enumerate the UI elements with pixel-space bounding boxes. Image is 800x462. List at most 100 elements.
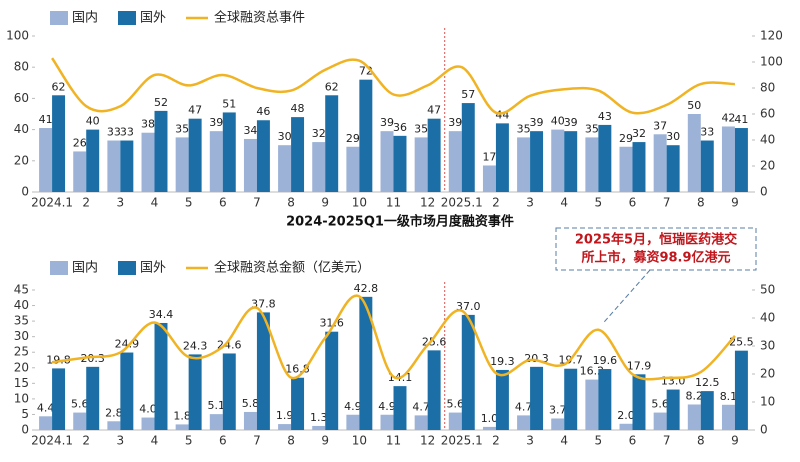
bar xyxy=(687,114,701,192)
value-label: 4.7 xyxy=(412,400,430,413)
value-label: 46 xyxy=(256,105,270,118)
value-label: 5.6 xyxy=(447,398,465,411)
y-tick-label: 45 xyxy=(14,283,29,297)
bar xyxy=(700,140,714,192)
y-tick-label: 30 xyxy=(14,329,29,343)
bar xyxy=(154,110,168,192)
x-tick-label: 2024.1 xyxy=(31,434,73,448)
value-label: 50 xyxy=(687,99,701,112)
value-label: 62 xyxy=(52,80,66,93)
legend-swatch xyxy=(118,261,136,275)
value-label: 35 xyxy=(414,122,428,135)
bar xyxy=(243,411,257,430)
bar xyxy=(325,95,339,192)
y2-tick-label: 0 xyxy=(760,185,768,199)
value-label: 35 xyxy=(175,122,189,135)
y-tick-label: 100 xyxy=(6,29,29,43)
legend-label: 国外 xyxy=(140,11,166,26)
x-tick-label: 9 xyxy=(731,434,739,448)
legend-label: 全球融资总事件 xyxy=(214,10,305,26)
value-label: 39 xyxy=(209,116,223,129)
bar xyxy=(653,412,667,430)
value-label: 35 xyxy=(585,122,599,135)
value-label: 4.0 xyxy=(139,403,157,416)
x-tick-label: 3 xyxy=(526,196,534,210)
x-tick-label: 7 xyxy=(253,196,261,210)
bar xyxy=(632,374,646,430)
bar xyxy=(209,414,223,430)
x-tick-label: 4 xyxy=(560,434,568,448)
annotation-text: 2025年5月，恒瑞医药港交 xyxy=(575,232,737,248)
bar xyxy=(120,352,134,430)
bar xyxy=(393,386,407,430)
value-label: 62 xyxy=(325,80,339,93)
bar xyxy=(175,424,189,430)
value-label: 5.1 xyxy=(208,399,226,412)
x-tick-label: 10 xyxy=(352,434,367,448)
value-label: 1.8 xyxy=(173,409,191,422)
bar xyxy=(517,137,531,192)
bar xyxy=(551,418,565,430)
value-label: 51 xyxy=(222,97,236,110)
y2-tick-label: 60 xyxy=(760,107,775,121)
x-tick-label: 9 xyxy=(731,196,739,210)
bar xyxy=(427,118,441,192)
bar xyxy=(141,417,155,430)
x-tick-label: 12 xyxy=(420,196,435,210)
bar xyxy=(359,296,373,430)
value-label: 1.0 xyxy=(481,412,499,425)
y-tick-label: 40 xyxy=(14,298,29,312)
value-label: 39 xyxy=(530,116,544,129)
x-tick-label: 12 xyxy=(420,434,435,448)
bar xyxy=(734,350,748,430)
value-label: 33 xyxy=(107,126,121,139)
value-label: 38 xyxy=(141,118,155,131)
x-tick-label: 10 xyxy=(352,196,367,210)
bar xyxy=(86,366,100,430)
value-label: 42 xyxy=(721,111,735,124)
value-label: 19.6 xyxy=(593,354,618,367)
y2-tick-label: 100 xyxy=(760,55,783,69)
x-tick-label: 6 xyxy=(629,196,637,210)
y2-tick-label: 40 xyxy=(760,311,775,325)
y-tick-label: 15 xyxy=(14,376,29,390)
bar xyxy=(495,123,509,192)
value-label: 4.9 xyxy=(344,400,362,413)
value-label: 2.0 xyxy=(617,409,635,422)
x-tick-label: 8 xyxy=(287,196,295,210)
value-label: 1.9 xyxy=(276,409,294,422)
x-tick-label: 2025.1 xyxy=(441,196,483,210)
bar xyxy=(39,128,53,192)
legend-label: 国外 xyxy=(140,261,166,276)
bar xyxy=(653,134,667,192)
y-tick-label: 10 xyxy=(14,391,29,405)
value-label: 41 xyxy=(734,113,748,126)
bar xyxy=(721,404,735,430)
value-label: 8.2 xyxy=(686,389,704,402)
value-label: 29 xyxy=(619,132,633,145)
value-label: 36 xyxy=(393,121,407,134)
value-label: 24.3 xyxy=(183,339,208,352)
y-tick-label: 20 xyxy=(14,153,29,167)
x-tick-label: 5 xyxy=(595,196,603,210)
x-tick-label: 9 xyxy=(321,196,329,210)
value-label: 32 xyxy=(312,127,326,140)
bar xyxy=(585,137,599,192)
value-label: 57 xyxy=(461,88,475,101)
x-tick-label: 2 xyxy=(492,196,500,210)
bar xyxy=(700,391,714,430)
bar xyxy=(517,415,531,430)
bar xyxy=(278,424,292,430)
y-tick-label: 0 xyxy=(21,423,29,437)
value-label: 37 xyxy=(653,119,667,132)
value-label: 17.9 xyxy=(627,359,652,372)
value-label: 52 xyxy=(154,96,168,109)
value-label: 34.4 xyxy=(149,308,174,321)
y-tick-label: 20 xyxy=(14,360,29,374)
bar xyxy=(141,132,155,192)
x-tick-label: 7 xyxy=(663,434,671,448)
bar xyxy=(448,412,462,430)
value-label: 41 xyxy=(39,113,53,126)
value-label: 39 xyxy=(564,116,578,129)
